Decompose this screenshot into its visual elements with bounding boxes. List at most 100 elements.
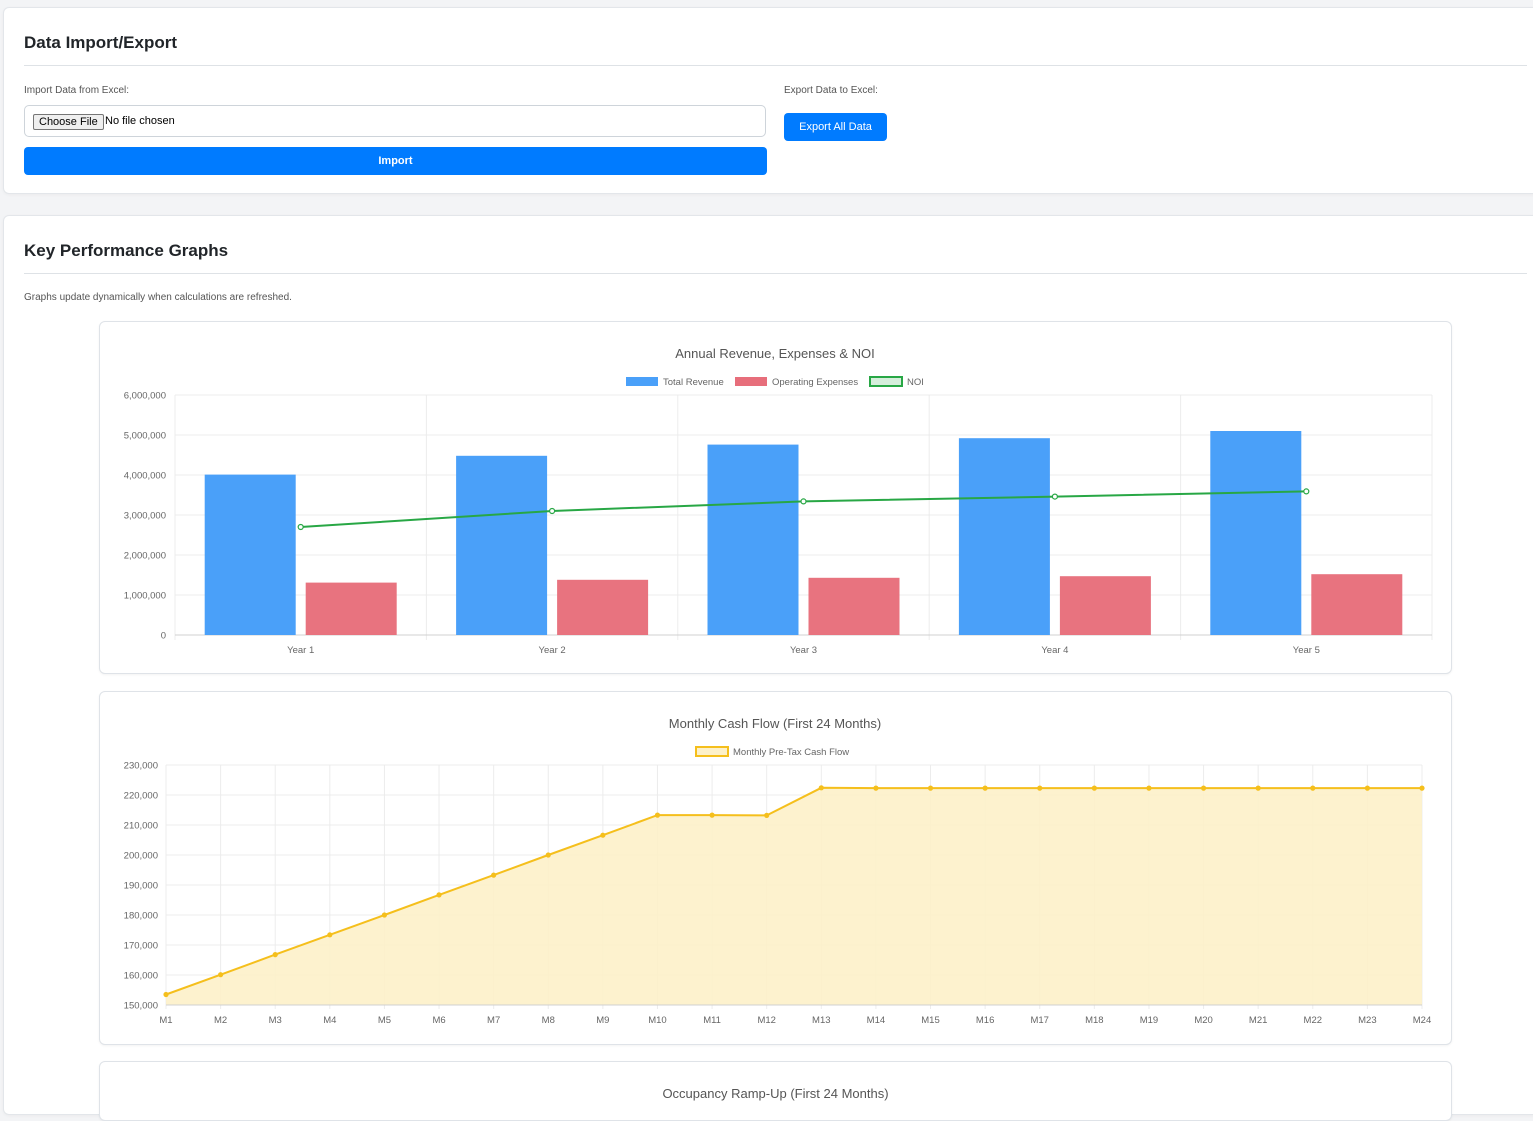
x-tick-label: M6 [432,1015,445,1026]
graphs-title: Key Performance Graphs [24,241,229,260]
x-tick-label: Year 2 [539,645,566,656]
bar-operating-expenses [1059,576,1151,635]
cashflow-point [1200,785,1207,791]
y-tick-label: 4,000,000 [124,471,166,482]
cashflow-point [873,785,879,791]
annual-chart-card: Annual Revenue, Expenses & NOI Total Reve… [99,321,1452,674]
legend-swatch [735,377,767,386]
import-export-title: Data Import/Export [24,33,178,52]
y-tick-label: 230,000 [124,761,158,772]
legend-swatch [869,376,903,387]
noi-line [300,490,1307,528]
y-tick-label: 0 [161,631,166,642]
cashflow-chart-card: Monthly Cash Flow (First 24 Months) Month… [99,691,1452,1045]
chart-title: Monthly Cash Flow (First 24 Months) [669,716,881,731]
noi-point [800,498,807,505]
bar-operating-expenses [1311,574,1403,635]
cashflow-point [491,872,497,878]
legend-label: Operating Expenses [772,377,858,388]
noi-point [549,507,556,515]
x-tick-label: M2 [214,1015,227,1026]
bar-operating-expenses [808,577,900,635]
y-tick-label: 160,000 [124,971,158,982]
x-tick-label: M15 [921,1015,939,1026]
y-tick-label: 190,000 [124,881,158,892]
cashflow-point [545,852,551,858]
export-label: Export Data to Excel: [784,85,878,96]
bar-total-revenue [707,444,799,635]
y-tick-label: 180,000 [124,911,158,922]
cashflow-point [927,785,934,791]
y-tick-label: 6,000,000 [124,391,166,402]
noi-point [1303,488,1310,495]
cashflow-point [381,912,388,918]
x-tick-label: M9 [596,1015,609,1026]
file-input[interactable]: Choose File No file chosen [24,105,766,137]
x-tick-label: M7 [487,1015,500,1026]
cashflow-point [982,785,988,791]
import-button[interactable]: Import [24,147,767,175]
import-label: Import Data from Excel: [24,85,130,96]
cashflow-point [218,972,224,978]
x-tick-label: M19 [1140,1015,1158,1026]
x-tick-label: M22 [1304,1015,1322,1026]
noi-point [1051,493,1059,500]
graphs-panel: Key Performance Graphs Graphs update dyn… [3,215,1533,1121]
x-tick-label: M11 [703,1015,721,1026]
cashflow-point [654,812,661,818]
x-tick-label: Year 4 [1041,645,1068,656]
cashflow-point [1091,785,1097,791]
x-tick-label: Year 5 [1293,645,1320,656]
cashflow-point [327,932,333,938]
x-tick-label: Year 1 [287,645,314,656]
cashflow-point [709,812,715,818]
x-tick-label: M20 [1194,1015,1212,1026]
noi-point [297,523,304,531]
x-tick-label: Year 3 [790,645,817,656]
cashflow-point [600,832,606,838]
export-all-button[interactable]: Export All Data [784,113,887,141]
divider [24,273,1527,274]
bar-operating-expenses [305,582,397,635]
x-tick-label: M23 [1358,1015,1376,1026]
x-tick-label: M5 [378,1015,391,1026]
x-tick-label: M3 [269,1015,282,1026]
cashflow-point [764,812,770,818]
x-tick-label: M4 [323,1015,336,1026]
cashflow-point [1146,785,1152,791]
bar-total-revenue [1210,431,1302,635]
legend-swatch [626,377,658,386]
x-tick-label: M24 [1413,1015,1431,1026]
y-tick-label: 200,000 [124,851,158,862]
cashflow-point [436,892,442,898]
cashflow-point [272,952,278,958]
divider [24,65,1527,66]
x-tick-label: M18 [1085,1015,1103,1026]
x-tick-label: M13 [812,1015,830,1026]
y-tick-label: 1,000,000 [124,591,166,602]
legend-label: NOI [907,377,924,388]
y-tick-label: 3,000,000 [124,511,166,522]
x-tick-label: M8 [542,1015,555,1026]
y-tick-label: 170,000 [124,941,158,952]
y-tick-label: 2,000,000 [124,551,166,562]
y-tick-label: 220,000 [124,791,158,802]
cashflow-point [1255,785,1261,791]
bar-total-revenue [456,455,548,635]
cashflow-line [165,786,1422,996]
y-tick-label: 150,000 [124,1001,158,1012]
cashflow-point [1419,785,1425,791]
legend-label: Total Revenue [663,377,724,388]
x-tick-label: M12 [757,1015,775,1026]
bar-total-revenue [204,474,296,635]
x-tick-label: M10 [648,1015,666,1026]
bar-total-revenue [958,438,1050,635]
occupancy-chart-title: Occupancy Ramp-Up (First 24 Months) [662,1086,889,1101]
x-tick-label: M16 [976,1015,994,1026]
cashflow-point [1310,785,1316,791]
legend-swatch [695,746,729,757]
cashflow-point [1364,785,1370,791]
bar-operating-expenses [557,579,649,635]
monthly-cashflow-chart: Monthly Cash Flow (First 24 Months) Month… [124,716,1432,1026]
choose-file-button[interactable]: Choose File [33,114,104,130]
